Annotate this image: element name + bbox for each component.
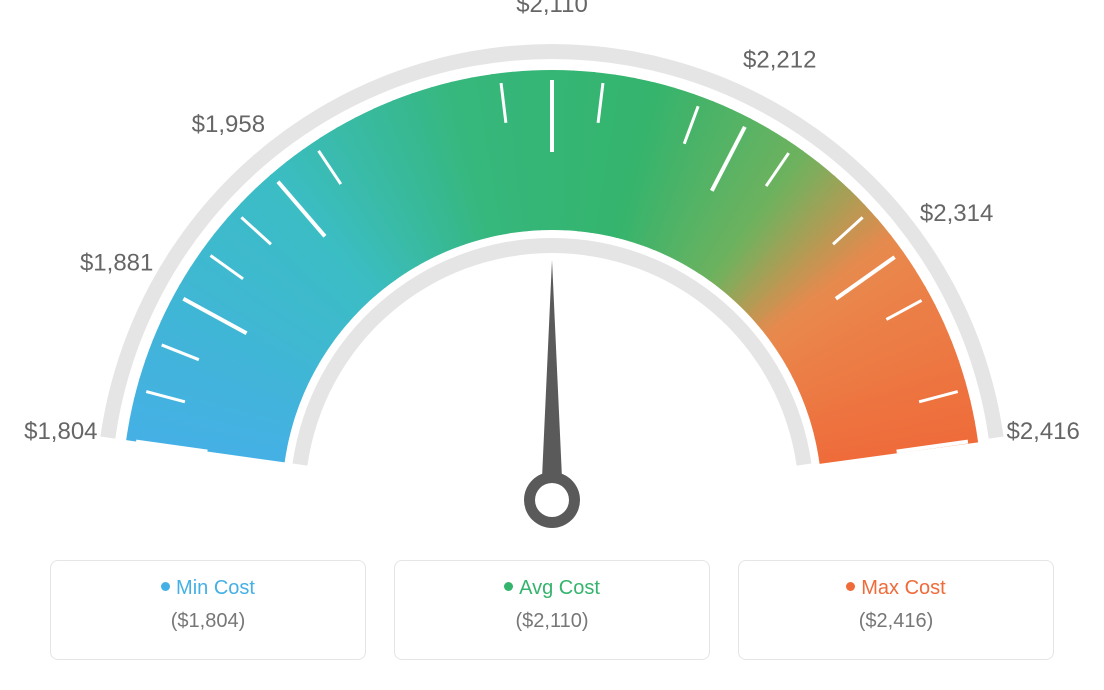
legend-value-max: ($2,416) — [747, 610, 1045, 633]
legend-card-min: Min Cost ($1,804) — [50, 560, 366, 660]
legend-row: Min Cost ($1,804) Avg Cost ($2,110) Max Cost… — [50, 560, 1054, 660]
tick-label: $1,881 — [80, 249, 153, 276]
legend-value-avg: ($2,110) — [403, 610, 701, 633]
legend-label-text: Avg Cost — [519, 577, 600, 599]
gauge-svg: $1,804 $1,881 $1,958 $2,110 $2,212 $2,314 $2,4… — [0, 0, 1104, 530]
tick-label: $2,110 — [516, 0, 588, 18]
legend-label-text: Max Cost — [861, 577, 945, 599]
legend-label-max: Max Cost — [747, 577, 1045, 600]
legend-dot-icon — [504, 582, 513, 591]
gauge-chart: $1,804 $1,881 $1,958 $2,110 $2,212 $2,314 $2,4… — [0, 0, 1104, 530]
legend-card-avg: Avg Cost ($2,110) — [394, 560, 710, 660]
tick-label: $2,212 — [743, 46, 816, 73]
legend-label-text: Min Cost — [176, 577, 255, 599]
needle-hub-hole — [535, 483, 569, 517]
legend-dot-icon — [846, 582, 855, 591]
legend-card-max: Max Cost ($2,416) — [738, 560, 1054, 660]
tick-label: $1,958 — [192, 111, 265, 138]
tick-label: $2,416 — [1006, 418, 1079, 445]
legend-dot-icon — [161, 582, 170, 591]
tick-label: $1,804 — [24, 418, 97, 445]
legend-value-min: ($1,804) — [59, 610, 357, 633]
legend-label-min: Min Cost — [59, 577, 357, 600]
legend-label-avg: Avg Cost — [403, 577, 701, 600]
gauge-needle — [541, 260, 563, 500]
tick-label: $2,314 — [920, 200, 993, 227]
